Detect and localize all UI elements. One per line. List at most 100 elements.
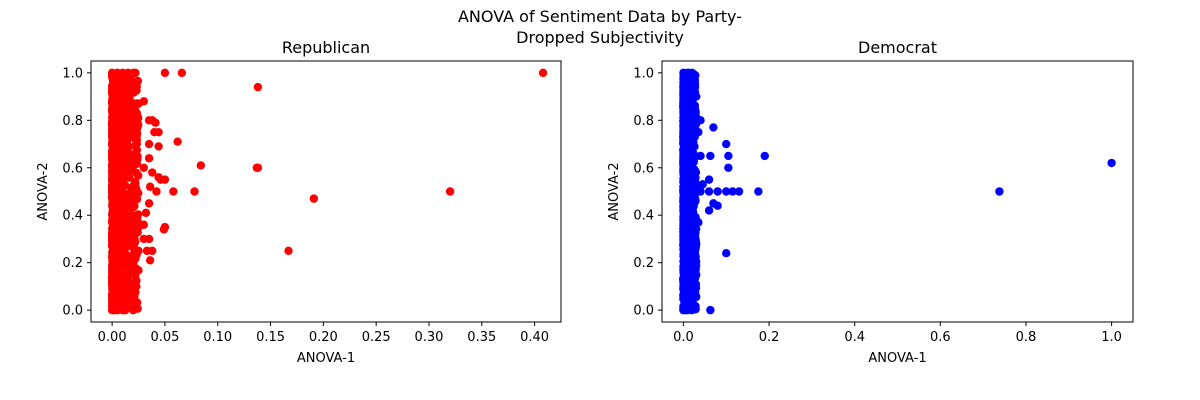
data-point bbox=[190, 187, 199, 196]
data-point bbox=[696, 187, 705, 196]
data-point bbox=[724, 151, 733, 161]
data-point bbox=[145, 182, 155, 191]
cluster-point bbox=[134, 266, 143, 275]
cluster-point bbox=[679, 92, 688, 101]
cluster-point bbox=[689, 165, 699, 174]
cluster-point bbox=[681, 145, 691, 154]
data-point bbox=[687, 305, 697, 315]
cluster-point bbox=[124, 229, 134, 239]
y-tick-label: 0.6 bbox=[62, 161, 83, 176]
y-tick-label: 0.8 bbox=[62, 114, 83, 129]
data-point bbox=[154, 142, 163, 151]
data-point bbox=[169, 187, 178, 196]
x-tick-label: 0.05 bbox=[150, 330, 179, 345]
cluster-point bbox=[113, 107, 122, 117]
y-axis-label: ANOVA-2 bbox=[607, 162, 622, 220]
data-point bbox=[724, 163, 733, 172]
cluster-point bbox=[679, 177, 689, 187]
x-tick-label: 0.10 bbox=[203, 330, 232, 345]
data-point bbox=[683, 270, 692, 279]
data-point bbox=[722, 139, 731, 149]
data-point bbox=[722, 248, 731, 258]
data-point bbox=[177, 68, 187, 78]
data-point bbox=[692, 92, 701, 101]
data-point bbox=[139, 163, 149, 172]
x-tick-label: 0.30 bbox=[415, 330, 444, 345]
cluster-point bbox=[131, 141, 140, 150]
cluster-point bbox=[132, 109, 142, 118]
cluster-point bbox=[115, 175, 124, 184]
x-tick-label: 1.0 bbox=[1101, 330, 1122, 345]
cluster-point bbox=[107, 166, 117, 175]
data-point bbox=[129, 305, 138, 315]
data-point bbox=[148, 168, 157, 177]
data-point bbox=[728, 187, 737, 196]
data-point bbox=[134, 222, 143, 232]
cluster-point bbox=[687, 135, 696, 144]
cluster-point bbox=[689, 277, 698, 286]
x-tick-label: 0.4 bbox=[844, 330, 865, 345]
data-point bbox=[253, 82, 263, 92]
cluster-point bbox=[683, 115, 693, 124]
x-tick-label: 0.25 bbox=[362, 330, 391, 345]
cluster-point bbox=[131, 132, 140, 142]
data-point bbox=[734, 187, 744, 196]
cluster-point bbox=[110, 200, 119, 209]
data-point bbox=[120, 282, 129, 291]
data-point bbox=[681, 294, 690, 303]
cluster-point bbox=[133, 123, 142, 133]
data-point bbox=[139, 234, 149, 244]
data-point bbox=[141, 208, 151, 218]
data-point bbox=[129, 101, 138, 111]
y-tick-label: 1.0 bbox=[62, 66, 83, 81]
data-point bbox=[698, 180, 707, 189]
y-tick-label: 0.6 bbox=[633, 161, 654, 176]
data-point bbox=[706, 305, 715, 315]
x-tick-label: 0.40 bbox=[520, 330, 549, 345]
data-point bbox=[683, 282, 692, 291]
x-tick-label: 0.20 bbox=[309, 330, 338, 345]
data-point bbox=[144, 116, 154, 125]
cluster-point bbox=[690, 174, 700, 183]
data-point bbox=[692, 239, 701, 248]
scatter-series bbox=[107, 68, 548, 315]
x-axis-label: ANOVA-1 bbox=[297, 351, 355, 366]
x-axis-label: ANOVA-1 bbox=[868, 351, 926, 366]
data-point bbox=[754, 187, 763, 196]
data-point bbox=[687, 68, 697, 78]
cluster-point bbox=[110, 296, 120, 305]
cluster-point bbox=[113, 94, 122, 104]
data-point bbox=[309, 194, 319, 203]
cluster-point bbox=[109, 261, 119, 270]
data-point bbox=[160, 68, 170, 78]
data-point bbox=[696, 116, 705, 125]
y-tick-label: 1.0 bbox=[633, 66, 654, 81]
data-point bbox=[694, 127, 703, 137]
cluster-point bbox=[111, 83, 120, 92]
cluster-point bbox=[690, 101, 699, 110]
data-point bbox=[152, 187, 161, 196]
data-point bbox=[760, 151, 769, 161]
y-tick-label: 0.0 bbox=[62, 304, 83, 319]
y-tick-label: 0.2 bbox=[62, 256, 83, 271]
cluster-point bbox=[684, 219, 694, 228]
data-point bbox=[538, 68, 548, 78]
democrat-axes: 0.0 0.2 0.4 0.6 0.8 1.0 0.0 0.2 0.4 0.6 0.8 1.0 Demo… bbox=[607, 38, 1134, 366]
cluster-point bbox=[116, 266, 126, 276]
cluster-point bbox=[108, 234, 118, 243]
data-point bbox=[134, 246, 143, 256]
cluster-point bbox=[108, 249, 118, 259]
cluster-point bbox=[130, 236, 139, 245]
cluster-point bbox=[109, 122, 119, 131]
data-point bbox=[148, 246, 157, 256]
cluster-point bbox=[116, 135, 125, 144]
cluster-point bbox=[108, 268, 117, 277]
cluster-point bbox=[682, 207, 691, 217]
scatter-series bbox=[679, 68, 1116, 315]
y-axis-label: ANOVA-2 bbox=[36, 162, 51, 220]
data-point bbox=[995, 187, 1004, 196]
cluster-point bbox=[121, 83, 130, 92]
x-tick-label: 0.00 bbox=[98, 330, 127, 345]
